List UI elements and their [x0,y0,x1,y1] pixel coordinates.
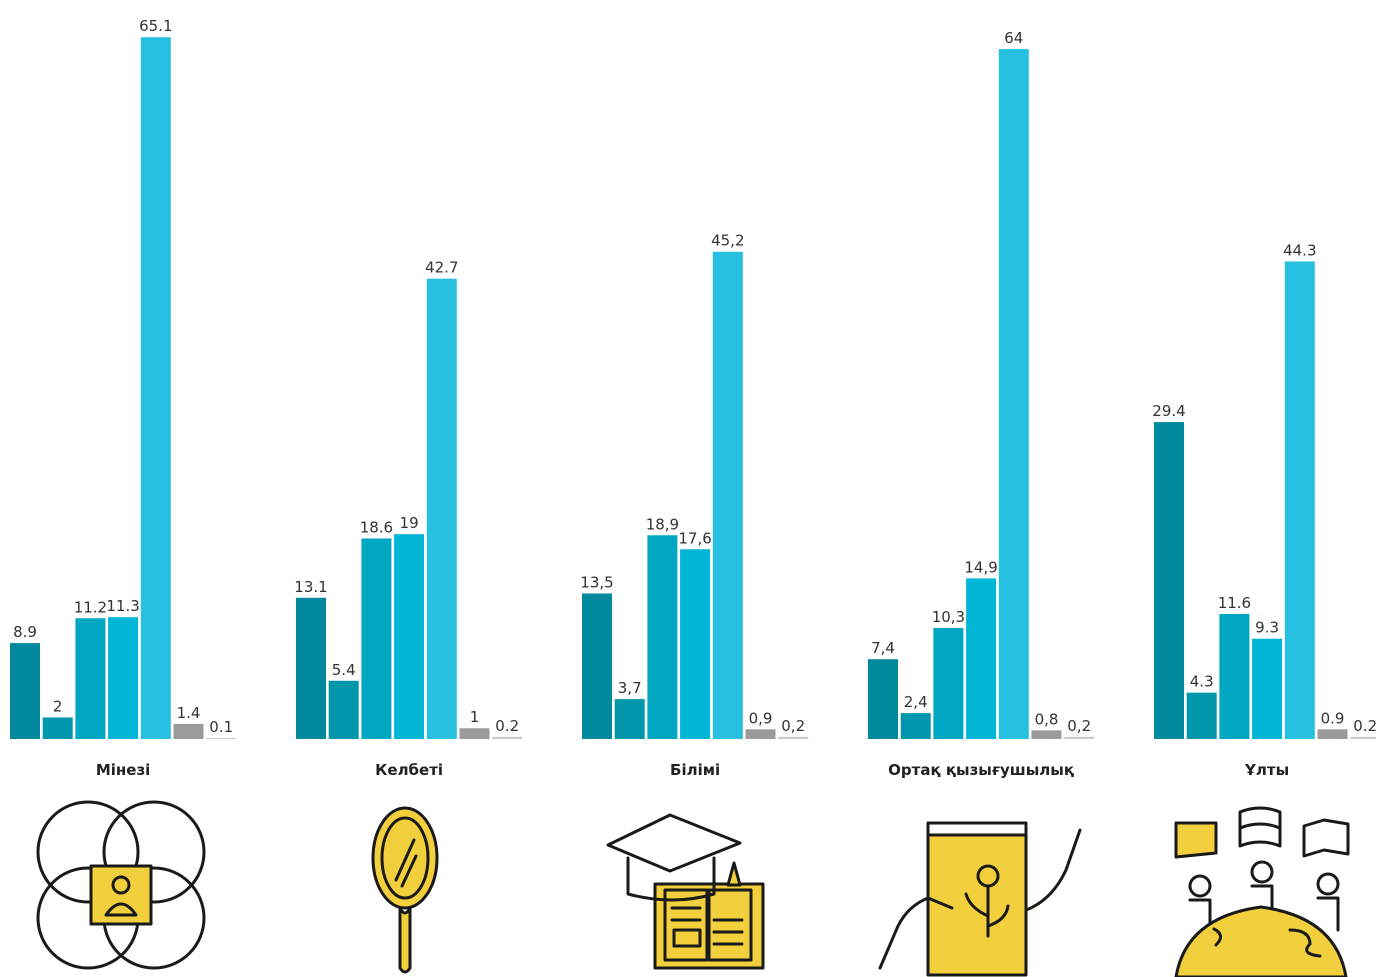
bar [140,37,171,740]
bar [868,659,898,739]
value-label: 1.4 [177,704,201,722]
category-label: Ортақ қызығушылық [888,761,1074,779]
category-label: Мінезі [96,761,150,779]
value-label: 1 [470,708,480,726]
category-label: Ұлты [1244,761,1289,779]
bar [1252,638,1283,739]
bar [712,251,743,739]
bar [75,618,106,739]
icon-nationality [1174,806,1350,977]
bar [1031,730,1062,739]
value-label: 0,2 [781,717,805,735]
value-label: 65.1 [139,17,172,35]
value-label: 0,9 [749,709,773,727]
bar [647,535,678,739]
value-label: 29.4 [1152,402,1185,420]
bar [1284,261,1315,739]
value-label: 18,9 [646,515,679,533]
bar [966,578,997,739]
value-label: 13,5 [580,573,613,591]
value-label: 45,2 [711,232,744,250]
bar [1186,692,1217,739]
category-label: Келбеті [375,761,443,779]
icon-education [606,813,765,970]
value-label: 8.9 [13,623,37,641]
value-label: 0.2 [1353,717,1376,735]
value-label: 18.6 [360,518,393,536]
value-label: 64 [1004,29,1023,47]
value-label: 2 [53,697,63,715]
bar [173,723,204,739]
bar [108,617,139,739]
value-label: 11.2 [74,598,107,616]
value-label: 17,6 [678,529,711,547]
icon-interests [878,821,1082,977]
value-label: 0,2 [1067,717,1091,735]
bar [933,627,964,739]
value-label: 14,9 [964,558,997,576]
value-label: 0.9 [1321,709,1345,727]
bar [680,549,711,739]
value-label: 2,4 [904,693,928,711]
bar [459,728,490,739]
value-label: 42.7 [425,259,458,277]
bar [296,597,326,739]
icons [36,800,1350,977]
bar [1317,729,1348,739]
bar [1219,613,1250,739]
bar [745,729,776,739]
bar [394,534,425,739]
bar [42,717,73,739]
bar [1350,736,1376,739]
value-label: 44.3 [1283,241,1316,259]
value-label: 0.2 [495,717,519,735]
value-label: 11.3 [106,597,139,615]
icon-mirror [371,806,439,974]
value-label: 4.3 [1190,673,1214,691]
value-label: 19 [400,514,419,532]
bar [582,593,612,739]
bar [998,49,1029,739]
bar [1154,422,1184,739]
bar [361,538,392,739]
value-label: 13.1 [294,578,327,596]
bar [426,278,457,739]
icon-personality [36,800,206,970]
bar [778,736,809,739]
value-label: 3,7 [618,679,642,697]
category-label: Білімі [670,761,720,779]
bar [328,680,359,739]
value-label: 7,4 [871,639,895,657]
bar [10,643,40,739]
value-label: 0,8 [1035,710,1059,728]
value-label: 5.4 [332,661,356,679]
bar [900,713,931,739]
value-label: 11.6 [1218,594,1251,612]
bar [614,699,645,739]
value-label: 9.3 [1255,619,1279,637]
value-label: 0.1 [209,718,233,736]
bar [1064,736,1095,739]
bar [492,736,523,739]
bar [206,737,237,739]
value-label: 10,3 [932,608,965,626]
